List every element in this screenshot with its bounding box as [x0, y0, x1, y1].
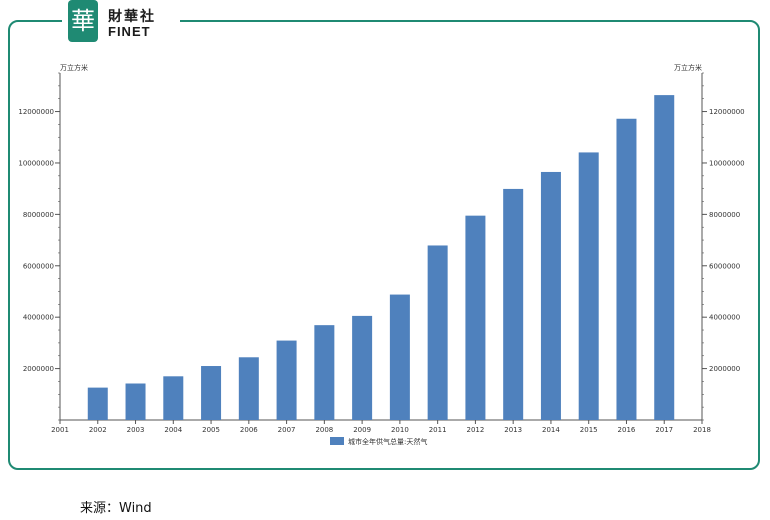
- source-note: 来源：Wind: [80, 501, 152, 516]
- y-tick-label-right: 10000000: [709, 159, 745, 167]
- y-tick-label-left: 12000000: [18, 108, 54, 116]
- x-tick-label: 2018: [693, 426, 711, 434]
- x-tick-label: 2004: [164, 426, 182, 434]
- y-tick-label-left: 10000000: [18, 159, 54, 167]
- x-tick-label: 2010: [391, 426, 409, 434]
- y-tick-label-left: 2000000: [23, 365, 54, 373]
- x-tick-label: 2016: [618, 426, 636, 434]
- bar-2010: [389, 294, 410, 420]
- x-tick-label: 2003: [127, 426, 145, 434]
- bar-2005: [201, 366, 222, 420]
- logo-name-en: FINET: [108, 24, 151, 39]
- bar-2009: [352, 315, 373, 420]
- bar-2014: [540, 171, 561, 420]
- x-tick-label: 2009: [353, 426, 371, 434]
- bar-2008: [314, 325, 335, 420]
- bar-2017: [654, 95, 675, 420]
- legend-swatch: [330, 437, 344, 445]
- bar-2003: [125, 383, 146, 420]
- bar-2016: [616, 118, 637, 420]
- y-tick-label-left: 8000000: [23, 211, 54, 219]
- y-axis-right-label: 万立方米: [674, 63, 702, 72]
- x-tick-label: 2001: [51, 426, 69, 434]
- x-tick-label: 2008: [315, 426, 333, 434]
- bar-2012: [465, 215, 486, 420]
- y-tick-label-left: 4000000: [23, 314, 54, 322]
- y-tick-label-right: 6000000: [709, 262, 740, 270]
- bar-2004: [163, 376, 184, 420]
- legend-label: 城市全年供气总量:天然气: [348, 437, 427, 446]
- y-axis-left-label: 万立方米: [60, 63, 88, 72]
- finet-logo: 華 財華社 FINET: [62, 0, 180, 44]
- x-tick-label: 2012: [466, 426, 484, 434]
- logo-name-cn: 財華社: [108, 9, 156, 25]
- x-tick-label: 2011: [429, 426, 447, 434]
- y-tick-label-right: 2000000: [709, 365, 740, 373]
- bar-2015: [578, 152, 599, 420]
- x-tick-label: 2014: [542, 426, 560, 434]
- x-tick-label: 2007: [278, 426, 296, 434]
- y-tick-label-right: 12000000: [709, 108, 745, 116]
- bar-2011: [427, 245, 448, 420]
- logo-badge-icon: 華: [68, 0, 98, 42]
- x-tick-label: 2015: [580, 426, 598, 434]
- y-tick-label-right: 4000000: [709, 314, 740, 322]
- x-tick-label: 2002: [89, 426, 107, 434]
- bar-2013: [503, 188, 524, 420]
- x-tick-label: 2013: [504, 426, 522, 434]
- x-tick-label: 2005: [202, 426, 220, 434]
- x-tick-label: 2017: [655, 426, 673, 434]
- y-tick-label-right: 8000000: [709, 211, 740, 219]
- bar-2002: [87, 387, 108, 420]
- y-tick-label-left: 6000000: [23, 262, 54, 270]
- bar-2006: [238, 357, 259, 420]
- x-tick-label: 2006: [240, 426, 258, 434]
- bar-2007: [276, 340, 297, 420]
